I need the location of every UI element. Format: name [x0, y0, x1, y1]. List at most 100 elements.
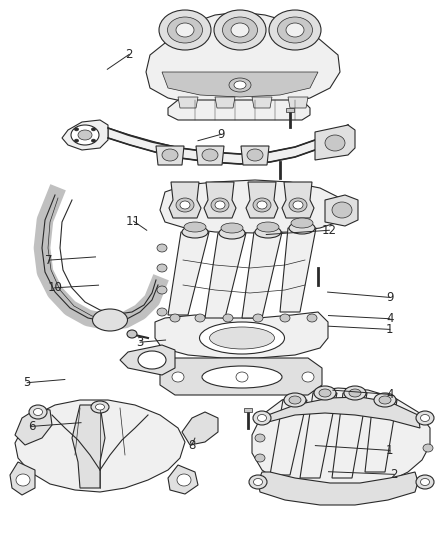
Ellipse shape	[253, 198, 271, 212]
Polygon shape	[62, 120, 108, 150]
Ellipse shape	[177, 474, 191, 486]
Text: 12: 12	[322, 224, 337, 237]
Ellipse shape	[314, 386, 336, 400]
Ellipse shape	[211, 198, 229, 212]
Polygon shape	[252, 97, 272, 108]
Ellipse shape	[255, 454, 265, 462]
Ellipse shape	[214, 10, 266, 50]
Polygon shape	[268, 397, 420, 428]
Ellipse shape	[159, 10, 211, 50]
Polygon shape	[315, 125, 355, 160]
Ellipse shape	[416, 411, 434, 425]
Ellipse shape	[255, 226, 281, 238]
Ellipse shape	[170, 314, 180, 322]
Polygon shape	[168, 232, 209, 315]
Polygon shape	[300, 393, 337, 478]
Polygon shape	[244, 408, 252, 412]
Polygon shape	[168, 100, 310, 120]
Polygon shape	[15, 408, 52, 445]
Ellipse shape	[184, 222, 206, 232]
Text: 4: 4	[386, 312, 394, 325]
Polygon shape	[162, 72, 318, 97]
Polygon shape	[72, 405, 105, 488]
Ellipse shape	[167, 17, 202, 43]
Ellipse shape	[29, 405, 47, 419]
Polygon shape	[325, 195, 358, 226]
Polygon shape	[196, 146, 224, 165]
Polygon shape	[246, 182, 278, 218]
Ellipse shape	[209, 327, 275, 349]
Ellipse shape	[172, 372, 184, 382]
Ellipse shape	[253, 411, 271, 425]
Polygon shape	[241, 146, 269, 165]
Text: 11: 11	[126, 215, 141, 228]
Ellipse shape	[289, 222, 315, 234]
Ellipse shape	[180, 201, 190, 209]
Ellipse shape	[157, 264, 167, 272]
Text: 3: 3	[137, 336, 144, 349]
Ellipse shape	[291, 218, 313, 228]
Ellipse shape	[202, 149, 218, 161]
Polygon shape	[168, 465, 198, 494]
Ellipse shape	[307, 314, 317, 322]
Ellipse shape	[416, 475, 434, 489]
Polygon shape	[205, 233, 246, 318]
Polygon shape	[10, 462, 35, 495]
Text: 10: 10	[47, 281, 62, 294]
Ellipse shape	[257, 222, 279, 232]
Polygon shape	[258, 472, 418, 505]
Ellipse shape	[215, 201, 225, 209]
Text: 2: 2	[390, 468, 398, 481]
Ellipse shape	[223, 314, 233, 322]
Polygon shape	[156, 146, 184, 165]
Ellipse shape	[231, 23, 249, 37]
Polygon shape	[365, 400, 397, 472]
Ellipse shape	[423, 444, 433, 452]
Text: 4: 4	[386, 388, 394, 401]
Text: 2: 2	[125, 48, 133, 61]
Text: 9: 9	[386, 291, 394, 304]
Polygon shape	[286, 108, 294, 112]
Polygon shape	[242, 232, 282, 318]
Ellipse shape	[229, 78, 251, 92]
Ellipse shape	[249, 475, 267, 489]
Ellipse shape	[157, 244, 167, 252]
Polygon shape	[15, 400, 185, 492]
Polygon shape	[146, 12, 340, 108]
Ellipse shape	[221, 223, 243, 233]
Ellipse shape	[255, 434, 265, 442]
Text: 6: 6	[28, 420, 35, 433]
Polygon shape	[204, 182, 236, 218]
Polygon shape	[108, 125, 348, 164]
Ellipse shape	[420, 479, 430, 486]
Ellipse shape	[332, 202, 352, 218]
Ellipse shape	[236, 372, 248, 382]
Ellipse shape	[349, 389, 361, 397]
Polygon shape	[160, 180, 342, 233]
Polygon shape	[270, 400, 307, 475]
Ellipse shape	[234, 81, 246, 89]
Ellipse shape	[302, 372, 314, 382]
Polygon shape	[252, 388, 430, 494]
Ellipse shape	[195, 314, 205, 322]
Polygon shape	[280, 228, 316, 312]
Ellipse shape	[253, 314, 263, 322]
Ellipse shape	[284, 393, 306, 407]
Ellipse shape	[258, 415, 266, 422]
Ellipse shape	[157, 308, 167, 316]
Polygon shape	[155, 312, 328, 358]
Ellipse shape	[280, 314, 290, 322]
Text: 8: 8	[188, 439, 195, 451]
Polygon shape	[288, 97, 308, 108]
Polygon shape	[182, 412, 218, 445]
Polygon shape	[282, 182, 314, 218]
Ellipse shape	[74, 128, 78, 131]
Ellipse shape	[374, 393, 396, 407]
Ellipse shape	[289, 198, 307, 212]
Ellipse shape	[92, 309, 127, 331]
Ellipse shape	[138, 351, 166, 369]
Ellipse shape	[289, 396, 301, 404]
Ellipse shape	[33, 408, 42, 416]
Text: 1: 1	[386, 444, 394, 457]
Polygon shape	[160, 358, 322, 395]
